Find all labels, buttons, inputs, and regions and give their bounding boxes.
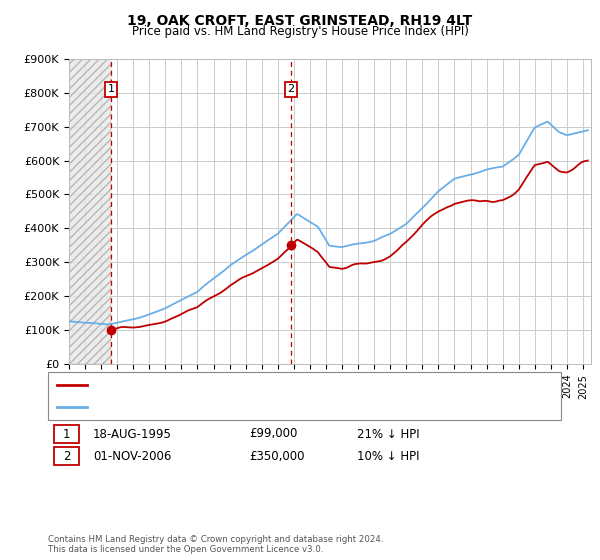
Text: £350,000: £350,000 (249, 450, 305, 463)
Text: 01-NOV-2006: 01-NOV-2006 (93, 450, 172, 463)
Text: £99,000: £99,000 (249, 427, 298, 441)
Text: 18-AUG-1995: 18-AUG-1995 (93, 427, 172, 441)
Text: 1: 1 (63, 427, 70, 441)
Text: HPI: Average price, detached house, Mid Sussex: HPI: Average price, detached house, Mid … (93, 402, 356, 412)
Text: 19, OAK CROFT, EAST GRINSTEAD, RH19 4LT: 19, OAK CROFT, EAST GRINSTEAD, RH19 4LT (127, 14, 473, 28)
Text: 21% ↓ HPI: 21% ↓ HPI (357, 427, 419, 441)
Text: 2: 2 (287, 85, 295, 94)
Text: 19, OAK CROFT, EAST GRINSTEAD, RH19 4LT (detached house): 19, OAK CROFT, EAST GRINSTEAD, RH19 4LT … (93, 380, 436, 390)
Text: Contains HM Land Registry data © Crown copyright and database right 2024.
This d: Contains HM Land Registry data © Crown c… (48, 535, 383, 554)
Text: 2: 2 (63, 450, 70, 463)
Bar (69, 59, 111, 364)
Text: 1: 1 (107, 85, 115, 94)
Text: 10% ↓ HPI: 10% ↓ HPI (357, 450, 419, 463)
Text: Price paid vs. HM Land Registry's House Price Index (HPI): Price paid vs. HM Land Registry's House … (131, 25, 469, 38)
